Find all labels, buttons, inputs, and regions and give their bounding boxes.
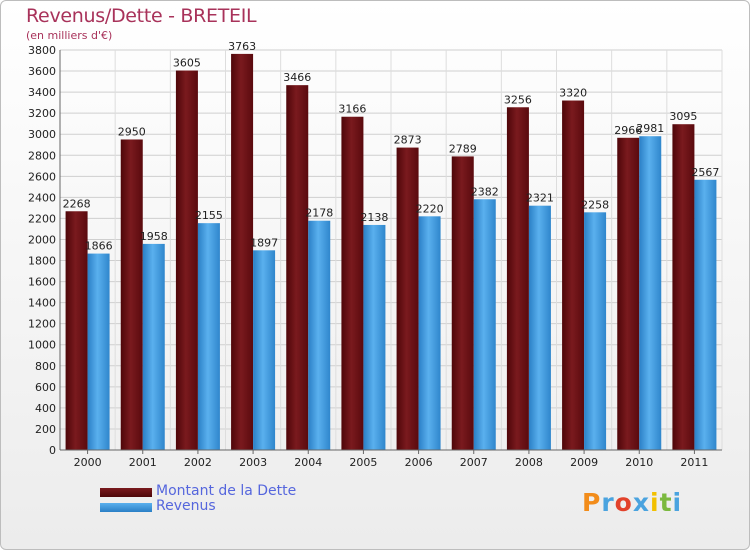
revenue-value-label: 1958 <box>140 230 168 243</box>
y-tick-label: 0 <box>49 444 56 457</box>
debt-value-label: 3256 <box>504 93 532 106</box>
data-labels-group: 2268 1866 2950 1958 3605 2155 3763 1897 3466 2178… <box>63 40 720 253</box>
x-tick-label: 2000 <box>74 456 102 469</box>
debt-bar <box>617 137 640 450</box>
revenue-bar <box>253 250 276 450</box>
revenue-value-label: 2981 <box>636 122 664 135</box>
logo-letter: P <box>582 488 602 517</box>
revenue-value-label: 2382 <box>471 185 499 198</box>
legend-swatch-debt <box>100 488 152 497</box>
debt-value-label: 3605 <box>173 57 201 70</box>
debt-bar <box>120 139 143 450</box>
revenue-bar <box>694 179 717 450</box>
debt-value-label: 2966 <box>614 124 642 137</box>
logo-letter: o <box>614 488 633 517</box>
y-tick-label: 3600 <box>28 65 56 78</box>
debt-value-label: 2268 <box>63 197 91 210</box>
legend-swatch-revenue <box>100 503 152 512</box>
chart-subtitle: (en milliers d'€) <box>26 29 113 42</box>
legend-label-debt: Montant de la Dette <box>156 483 297 499</box>
debt-value-label: 3466 <box>283 71 311 84</box>
y-tick-label: 1600 <box>28 276 56 289</box>
debt-bar <box>451 156 474 450</box>
y-tick-label: 3800 <box>28 44 56 57</box>
y-tick-label: 1400 <box>28 297 56 310</box>
debt-bar <box>65 211 88 450</box>
y-tick-label: 3400 <box>28 86 56 99</box>
revenue-value-label: 2138 <box>360 211 388 224</box>
debt-value-label: 3095 <box>669 110 697 123</box>
logo-letter: x <box>632 488 650 517</box>
debt-bar <box>286 85 309 450</box>
revenue-bar <box>308 220 331 450</box>
y-tick-label: 1200 <box>28 318 56 331</box>
x-tick-label: 2008 <box>515 456 543 469</box>
debt-bar <box>562 100 585 451</box>
debt-value-label: 2873 <box>394 134 422 147</box>
debt-value-label: 3763 <box>228 40 256 53</box>
revenue-value-label: 2155 <box>195 209 223 222</box>
x-tick-label: 2011 <box>680 456 708 469</box>
x-tick-label: 2006 <box>405 456 433 469</box>
debt-bar <box>506 107 529 451</box>
revenue-bar <box>639 136 662 451</box>
debt-value-label: 3166 <box>338 103 366 116</box>
chart-title: Revenus/Dette - BRETEIL <box>26 5 257 27</box>
x-tick-label: 2010 <box>625 456 653 469</box>
x-tick-label: 2009 <box>570 456 598 469</box>
y-tick-label: 3200 <box>28 107 56 120</box>
logo-letter: i <box>650 488 660 517</box>
revenue-bar <box>473 199 496 450</box>
x-tick-label: 2005 <box>349 456 377 469</box>
y-tick-label: 2400 <box>28 191 56 204</box>
revenue-bar <box>363 224 386 450</box>
revenue-value-label: 2567 <box>691 166 719 179</box>
y-tick-label: 2200 <box>28 212 56 225</box>
revenue-bar <box>197 223 220 450</box>
debt-value-label: 2789 <box>449 142 477 155</box>
bars-group <box>65 53 717 451</box>
debt-bar <box>672 124 695 451</box>
revenue-bar <box>528 205 551 450</box>
y-tick-label: 1000 <box>28 339 56 352</box>
debt-bar <box>341 116 364 450</box>
debt-value-label: 3320 <box>559 87 587 100</box>
axes-group: 0 200 400 600 800 1000 1200 1400 1600 1800 2000 220… <box>28 44 722 469</box>
x-tick-label: 2007 <box>460 456 488 469</box>
revenue-value-label: 1866 <box>85 240 113 253</box>
logo-letter: i <box>672 488 683 517</box>
revenue-bar <box>142 243 165 450</box>
revenue-value-label: 2321 <box>526 192 554 205</box>
y-tick-label: 400 <box>35 402 56 415</box>
logo-letter: r <box>601 488 615 517</box>
revenue-value-label: 2258 <box>581 198 609 211</box>
debt-bar <box>231 53 254 450</box>
legend-label-revenue: Revenus <box>156 498 216 514</box>
y-tick-label: 2000 <box>28 233 56 246</box>
grid-lines <box>59 49 723 451</box>
revenue-bar <box>584 212 607 450</box>
logo-letter: t <box>659 488 673 517</box>
y-tick-label: 1800 <box>28 255 56 268</box>
y-tick-label: 200 <box>35 423 56 436</box>
y-tick-label: 2800 <box>28 149 56 162</box>
y-tick-label: 600 <box>35 381 56 394</box>
debt-bar <box>396 147 419 450</box>
x-tick-label: 2002 <box>184 456 212 469</box>
revenue-value-label: 1897 <box>250 236 278 249</box>
y-tick-label: 2600 <box>28 170 56 183</box>
revenue-value-label: 2178 <box>305 207 333 220</box>
debt-bar <box>175 70 198 451</box>
revenue-value-label: 2220 <box>416 202 444 215</box>
proxiti-logo: Proxiti <box>582 488 682 517</box>
x-tick-label: 2003 <box>239 456 267 469</box>
y-tick-label: 3000 <box>28 128 56 141</box>
x-tick-label: 2004 <box>294 456 322 469</box>
debt-value-label: 2950 <box>118 125 146 138</box>
revenue-bar <box>418 216 441 450</box>
revenue-bar <box>87 253 110 450</box>
y-tick-label: 800 <box>35 360 56 373</box>
x-tick-label: 2001 <box>129 456 157 469</box>
